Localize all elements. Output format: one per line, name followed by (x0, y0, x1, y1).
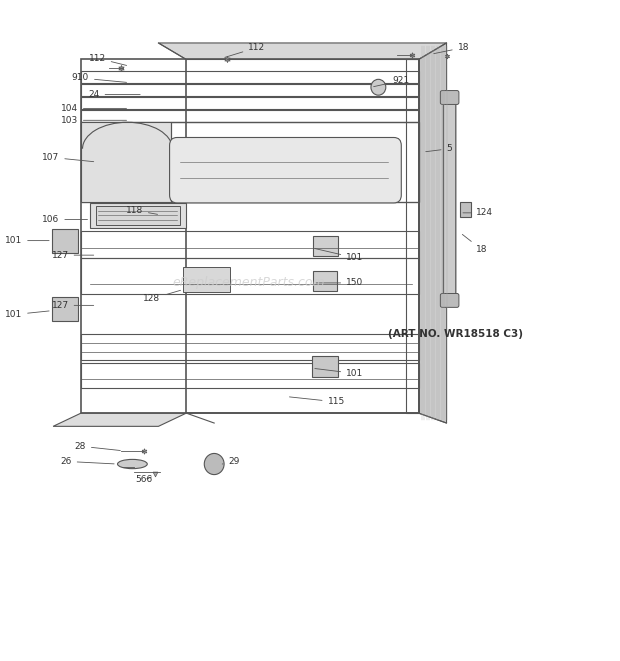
Text: 18: 18 (434, 43, 469, 54)
Text: 127: 127 (51, 301, 94, 310)
Bar (171, 122, 418, 202)
Bar (313, 271, 337, 291)
Text: 18: 18 (463, 235, 488, 254)
Text: 107: 107 (42, 153, 94, 162)
Bar (460, 202, 471, 217)
Bar (81, 258, 418, 294)
Bar (312, 356, 338, 377)
Text: 5: 5 (426, 144, 452, 153)
Bar (52, 229, 78, 253)
Text: 101: 101 (315, 369, 363, 378)
Text: 24: 24 (88, 90, 140, 99)
Bar (81, 97, 418, 109)
Text: 112: 112 (225, 43, 265, 58)
Text: 150: 150 (316, 278, 363, 288)
Text: 112: 112 (89, 54, 126, 65)
Polygon shape (159, 43, 446, 59)
Text: 124: 124 (463, 208, 494, 217)
Text: 101: 101 (315, 249, 363, 262)
Bar (81, 363, 418, 388)
Bar (97, 206, 180, 225)
Text: 26: 26 (60, 457, 114, 466)
Bar (81, 71, 418, 83)
Text: 118: 118 (126, 206, 157, 215)
Text: 128: 128 (143, 290, 180, 303)
Polygon shape (418, 43, 446, 423)
Bar (81, 231, 418, 258)
Circle shape (371, 79, 386, 95)
Text: 104: 104 (61, 104, 126, 113)
FancyBboxPatch shape (440, 293, 459, 307)
Polygon shape (53, 413, 186, 426)
Circle shape (204, 453, 224, 475)
Bar (81, 110, 418, 122)
FancyBboxPatch shape (440, 91, 459, 104)
Bar (52, 297, 78, 321)
Text: 115: 115 (290, 397, 345, 407)
Text: 921: 921 (374, 76, 409, 87)
Polygon shape (81, 122, 171, 202)
Text: 566: 566 (136, 475, 153, 485)
Bar (313, 236, 338, 256)
Bar (81, 334, 418, 360)
Bar (183, 267, 229, 292)
Text: 101: 101 (5, 310, 49, 319)
Text: 103: 103 (61, 116, 126, 125)
Bar (406, 59, 419, 413)
Text: eReplacementParts.com: eReplacementParts.com (172, 276, 325, 290)
Bar (81, 122, 418, 202)
Bar (81, 84, 418, 96)
FancyBboxPatch shape (170, 137, 401, 203)
Bar (81, 59, 418, 413)
Polygon shape (443, 96, 456, 299)
Text: 29: 29 (222, 457, 240, 466)
Text: (ART NO. WR18518 C3): (ART NO. WR18518 C3) (388, 329, 523, 339)
Bar (186, 59, 418, 413)
Text: 106: 106 (42, 215, 87, 224)
Text: 910: 910 (72, 73, 126, 83)
Ellipse shape (118, 459, 148, 469)
Text: 127: 127 (51, 251, 94, 260)
Bar (91, 203, 186, 228)
Text: 101: 101 (5, 236, 49, 245)
Text: 28: 28 (74, 442, 120, 451)
